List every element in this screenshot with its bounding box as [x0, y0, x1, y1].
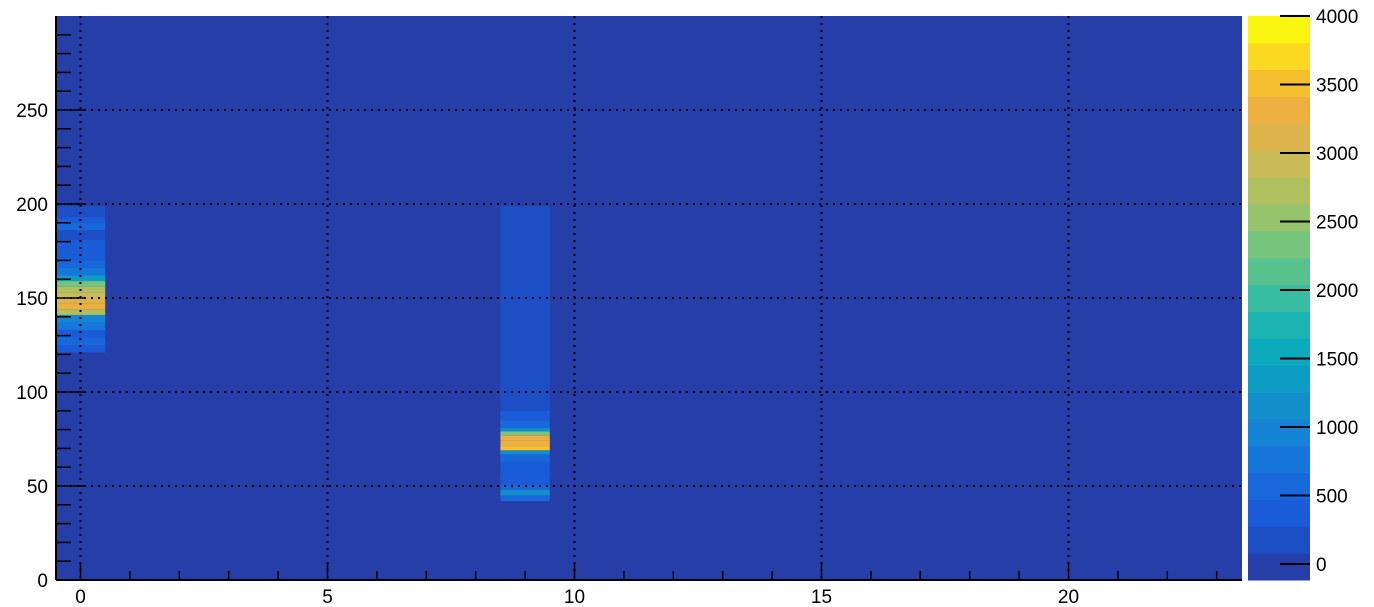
heatmap-cell — [500, 205, 550, 400]
heatmap-cell — [500, 431, 550, 436]
colorbar: 0 500 1000 1500 2000 2500 3000 3500 4000 — [1248, 7, 1358, 581]
colorbar-tick-label: 1000 — [1316, 418, 1358, 439]
heatmap-cell — [55, 205, 106, 218]
heatmap-cell — [500, 450, 550, 455]
colorbar-tick-label: 500 — [1316, 487, 1348, 508]
y-tick-label: 250 — [16, 101, 48, 122]
colorbar-band — [1248, 284, 1310, 312]
colorbar-band — [1248, 311, 1310, 339]
y-tick-label: 100 — [16, 383, 48, 404]
heatmap-cell — [55, 292, 106, 298]
heatmap-cell — [500, 427, 550, 432]
heatmap-cell — [55, 239, 106, 250]
heatmap-cell — [55, 275, 106, 282]
colorbar-band — [1248, 123, 1310, 151]
heatmap-cell — [55, 298, 106, 304]
heatmap-cell — [500, 435, 550, 441]
heatmap-cell — [500, 399, 550, 411]
y-tick-label: 200 — [16, 195, 48, 216]
heatmap-cell — [55, 309, 106, 315]
x-tick-label: 5 — [322, 587, 333, 607]
heatmap-cell — [500, 454, 550, 462]
colorbar-tick-label: 1500 — [1316, 350, 1358, 371]
colorbar-tick-label: 2500 — [1316, 213, 1358, 234]
colorbar-tick-label: 0 — [1316, 555, 1327, 576]
heatmap-cell — [55, 329, 106, 338]
x-tick-label: 0 — [75, 587, 86, 607]
colorbar-band — [1248, 177, 1310, 205]
colorbar-band — [1248, 230, 1310, 259]
y-tick-label: 50 — [27, 477, 48, 498]
heatmap-cell — [55, 345, 106, 353]
colorbar-tick-label: 2000 — [1316, 281, 1358, 302]
colorbar-band — [1248, 418, 1310, 447]
heatmap-cell — [55, 267, 106, 276]
heatmap-cell — [55, 303, 106, 310]
colorbar-band — [1248, 96, 1310, 124]
heatmap-cell — [500, 446, 550, 451]
y-tick-label: 150 — [16, 289, 48, 310]
colorbar-band — [1248, 338, 1310, 366]
colorbar-band — [1248, 365, 1310, 393]
colorbar-band — [1248, 150, 1310, 178]
colorbar-band — [1248, 499, 1310, 527]
heatmap-cell — [500, 461, 550, 473]
colorbar-band — [1248, 445, 1310, 474]
heatmap-cell — [500, 440, 550, 447]
colorbar-tick-label: 4000 — [1316, 7, 1358, 28]
heatmap-cell — [500, 472, 550, 485]
colorbar-band — [1248, 16, 1310, 44]
heatmap-cells — [55, 205, 550, 502]
colorbar-band — [1248, 204, 1310, 232]
x-tick-label: 10 — [564, 587, 585, 607]
colorbar-band — [1248, 526, 1310, 554]
heatmap-cell — [55, 337, 106, 345]
colorbar-tick-label: 3000 — [1316, 144, 1358, 165]
y-tick-label: 0 — [37, 571, 48, 592]
heatmap-cell — [500, 410, 550, 421]
heatmap-cell — [55, 322, 106, 330]
colorbar-band — [1248, 42, 1310, 71]
colorbar-band — [1248, 392, 1310, 420]
colorbar-band — [1248, 257, 1310, 286]
heatmap-cell — [500, 495, 550, 502]
colorbar-tick-label: 3500 — [1316, 76, 1358, 97]
heatmap-cell — [500, 420, 550, 428]
x-tick-label: 15 — [811, 587, 832, 607]
x-tick-label: 20 — [1058, 587, 1079, 607]
heatmap-cell — [55, 230, 106, 240]
colorbar-band — [1248, 69, 1310, 98]
heatmap-cell — [500, 489, 550, 496]
colorbar-band — [1248, 553, 1310, 581]
heatmap-cell — [55, 260, 106, 268]
